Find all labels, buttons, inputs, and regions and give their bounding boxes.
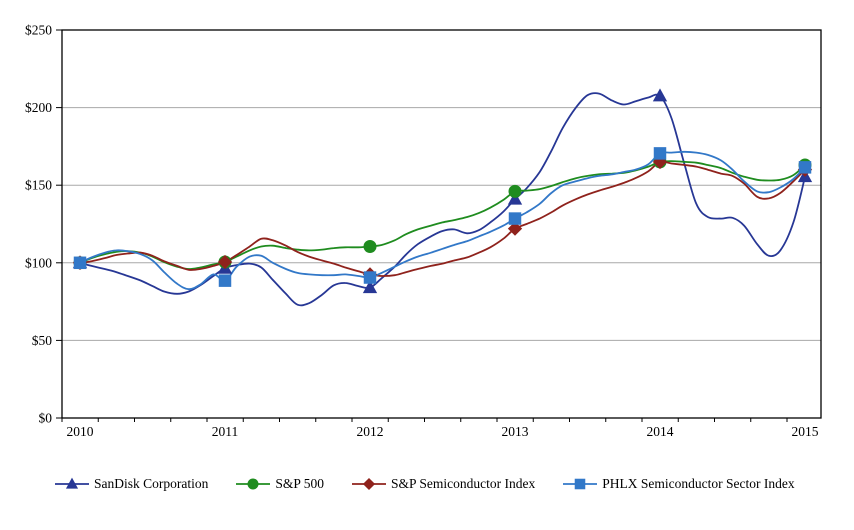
sp-semiconductor-diamond-marker-icon bbox=[352, 477, 387, 491]
legend-item-sp500: S&P 500 bbox=[236, 476, 324, 492]
data-point-square-2015 bbox=[798, 161, 812, 174]
data-point-triangle-2012 bbox=[362, 280, 378, 294]
legend-triangle-icon bbox=[65, 477, 79, 489]
data-point-square-2011 bbox=[218, 274, 232, 287]
series-line-2 bbox=[79, 160, 806, 277]
data-point-diamond-2011 bbox=[217, 254, 233, 270]
data-point-triangle-2014 bbox=[652, 88, 668, 102]
legend-item-sp-semiconductor: S&P Semiconductor Index bbox=[352, 476, 535, 492]
sp500-circle-marker-icon bbox=[236, 478, 271, 490]
x-axis-label: 2014 bbox=[647, 424, 674, 439]
y-axis-label: $100 bbox=[25, 255, 52, 270]
legend-label-sandisk: SanDisk Corporation bbox=[94, 476, 209, 491]
data-point-square-2014 bbox=[653, 147, 667, 160]
x-axis-label: 2011 bbox=[212, 424, 239, 439]
y-axis-label: $50 bbox=[32, 333, 53, 348]
y-axis-label: $200 bbox=[25, 100, 52, 115]
y-axis-label: $250 bbox=[25, 23, 52, 38]
legend-square-icon bbox=[575, 478, 586, 490]
legend-diamond-icon bbox=[362, 477, 376, 491]
x-axis-label: 2013 bbox=[502, 424, 529, 439]
chart-legend: SanDisk Corporation S&P 500 S&P Semicond… bbox=[55, 476, 795, 492]
legend-item-sandisk: SanDisk Corporation bbox=[55, 476, 208, 492]
data-point-triangle-2013 bbox=[507, 191, 523, 205]
x-axis-label: 2015 bbox=[792, 424, 819, 439]
data-point-square-2012 bbox=[363, 271, 377, 284]
data-point-diamond-2013 bbox=[507, 221, 523, 236]
y-axis-label: $0 bbox=[39, 411, 53, 426]
legend-item-phlx: PHLX Semiconductor Sector Index bbox=[563, 476, 795, 492]
legend-label-sp-semiconductor: S&P Semiconductor Index bbox=[391, 476, 536, 491]
legend-label-phlx: PHLX Semiconductor Sector Index bbox=[602, 476, 795, 491]
plot-border bbox=[61, 29, 822, 419]
y-axis-label: $150 bbox=[25, 178, 52, 193]
phlx-square-marker-icon bbox=[563, 478, 598, 490]
data-point-square-2010 bbox=[73, 256, 87, 270]
x-axis-label: 2012 bbox=[357, 424, 384, 439]
sandisk-triangle-marker-icon bbox=[55, 477, 89, 489]
data-point-circle-2013 bbox=[508, 184, 522, 198]
series-line-0 bbox=[79, 92, 806, 307]
x-axis-label: 2010 bbox=[67, 424, 94, 439]
legend-circle-icon bbox=[247, 478, 259, 490]
data-point-square-2013 bbox=[508, 212, 522, 225]
series-line-3 bbox=[79, 150, 806, 291]
data-point-circle-2012 bbox=[363, 240, 377, 254]
legend-label-sp500: S&P 500 bbox=[275, 476, 325, 491]
series-line-1 bbox=[79, 160, 806, 270]
